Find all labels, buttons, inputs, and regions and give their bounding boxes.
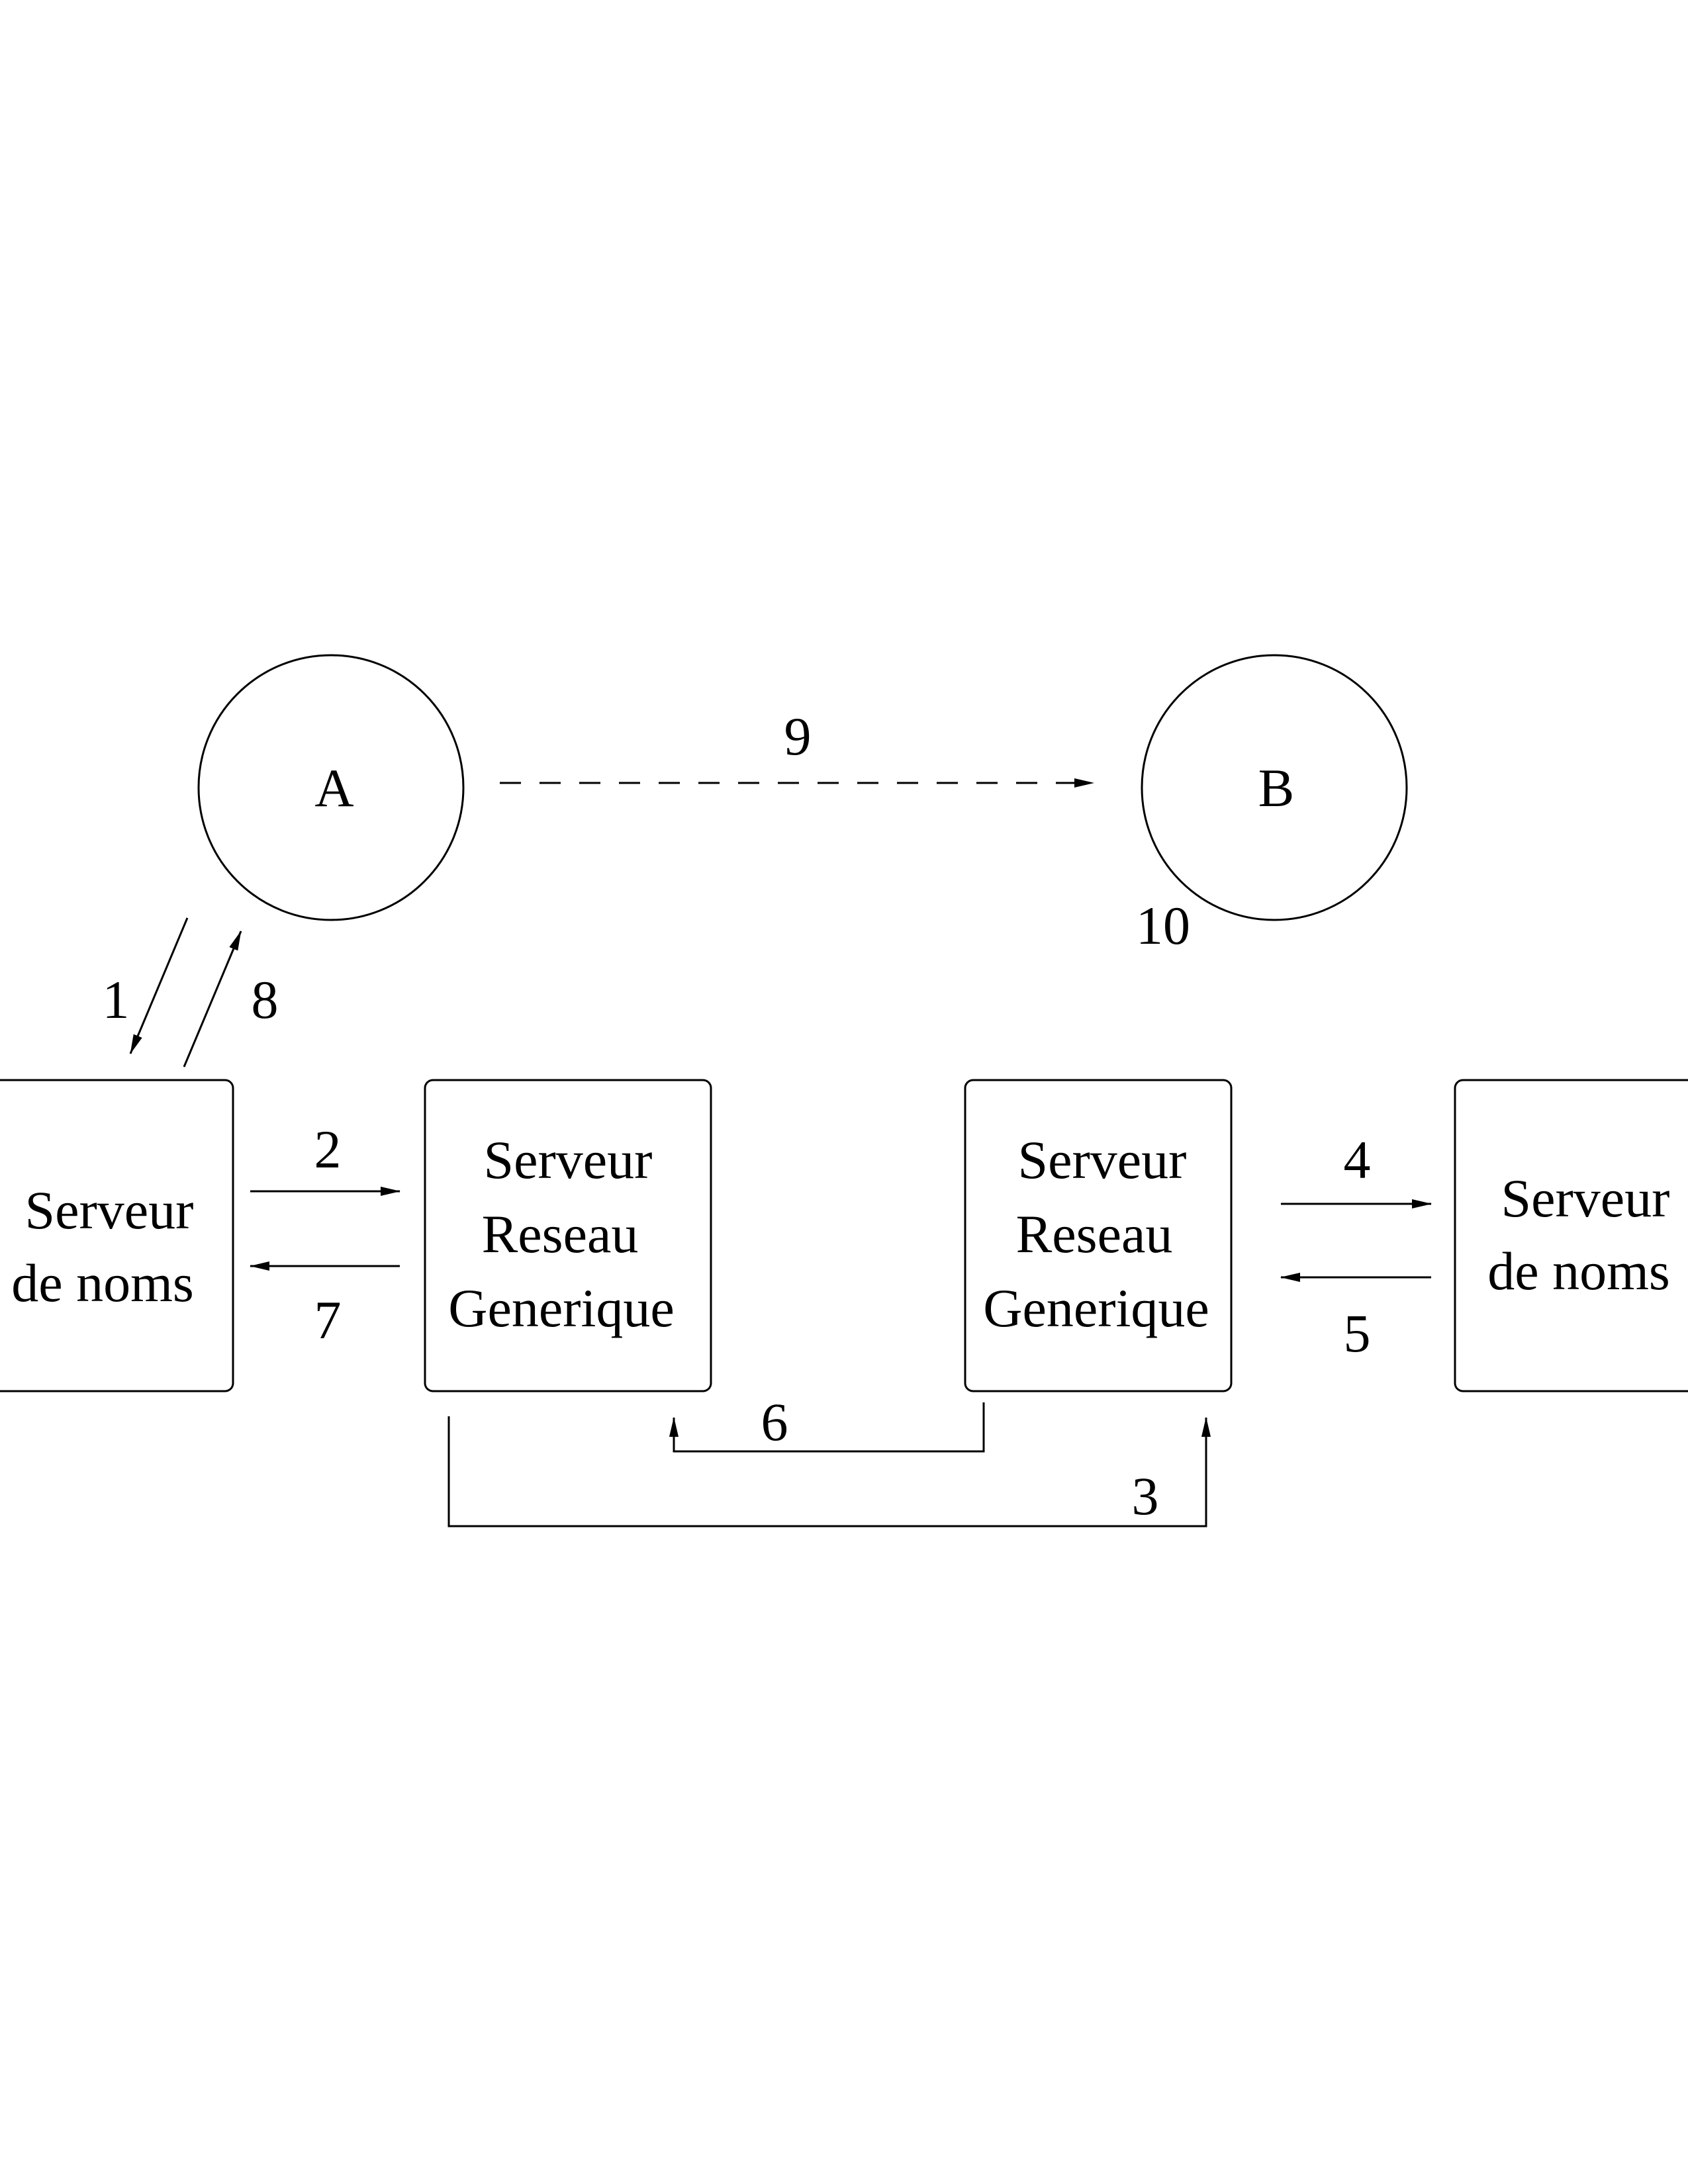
- step-4-label: 4: [1344, 1130, 1371, 1190]
- arrow-step-8: [183, 931, 242, 1068]
- step-8-label: 8: [252, 970, 279, 1030]
- network-server-left-line2: Reseau: [482, 1204, 639, 1264]
- name-server-left-line2: de noms: [11, 1253, 194, 1313]
- name-server-right-line1: Serveur: [1501, 1168, 1669, 1228]
- network-server-left: Serveur Reseau Generique: [424, 1079, 712, 1392]
- name-server-right-line2: de noms: [1487, 1241, 1670, 1301]
- step-7-label: 7: [314, 1290, 342, 1350]
- client-b-label: B: [1258, 758, 1295, 818]
- arrow-step-6: [669, 1402, 985, 1453]
- step-9-label: 9: [784, 706, 812, 766]
- step-2-label: 2: [314, 1119, 342, 1179]
- network-server-right-line3: Generique: [983, 1278, 1209, 1338]
- step-6-label: 6: [761, 1392, 788, 1452]
- name-server-left-line1: Serveur: [24, 1180, 193, 1240]
- network-server-left-line1: Serveur: [483, 1130, 652, 1190]
- network-server-right-line2: Reseau: [1016, 1204, 1173, 1264]
- step-1-label: 1: [103, 970, 130, 1030]
- network-server-right: Serveur Reseau Generique: [964, 1079, 1233, 1392]
- network-server-left-line3: Generique: [448, 1278, 675, 1338]
- step-10-label: 10: [1136, 895, 1190, 956]
- client-b-node: B: [1141, 654, 1408, 921]
- client-a-node: A: [197, 654, 465, 921]
- name-server-left: Serveur de noms: [0, 1079, 234, 1392]
- client-a-label: A: [314, 758, 353, 818]
- arrow-step-1: [129, 917, 189, 1054]
- name-server-right: Serveur de noms: [1454, 1079, 1688, 1392]
- arrow-step-3: [447, 1416, 1211, 1527]
- step-3-label: 3: [1132, 1466, 1159, 1526]
- network-server-right-line1: Serveur: [1017, 1130, 1186, 1190]
- step-5-label: 5: [1344, 1303, 1371, 1363]
